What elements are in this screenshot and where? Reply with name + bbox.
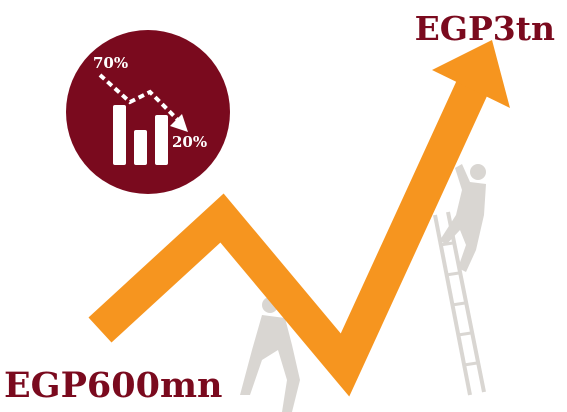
start-label: EGP600mn [4, 365, 222, 406]
icon-circle [66, 30, 230, 194]
high-label: 70% [93, 54, 128, 72]
infographic: 70% 20% EGP3tn EGP600mn [0, 0, 567, 412]
page: {"infographic": {"start_label": "EGP600m… [0, 0, 567, 412]
low-label: 20% [172, 133, 207, 151]
end-label: EGP3tn [415, 9, 555, 48]
